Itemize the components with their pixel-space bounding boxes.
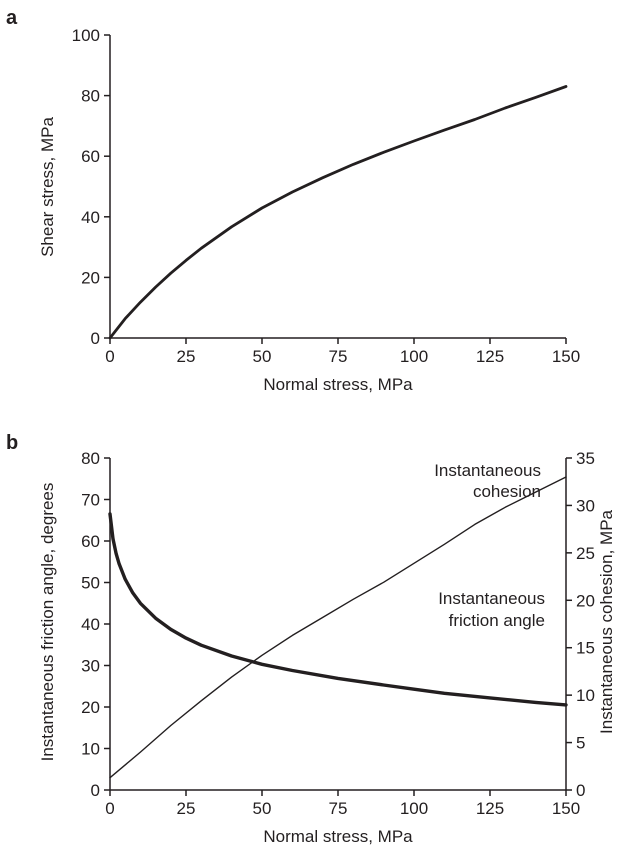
y-right-tick-label-b-7: 35 [576,449,595,468]
annotation-cohesion-line2: cohesion [473,482,541,501]
panel-label-b: b [6,432,18,454]
x-tick-label-b-5: 125 [476,799,504,818]
y-tick-label-b-6: 60 [81,532,100,551]
x-tick-label-b-0: 0 [105,799,114,818]
y-tick-label-b-0: 0 [91,781,100,800]
y-axis-title-a: Shear stress, MPa [38,117,57,257]
y-tick-label-b-1: 10 [81,740,100,759]
y-tick-label-b-3: 30 [81,657,100,676]
y-tick-label-b-5: 50 [81,574,100,593]
x-tick-label-b-3: 75 [329,799,348,818]
y-right-tick-label-b-4: 20 [576,591,595,610]
y-tick-label-a-1: 20 [81,268,100,287]
y-tick-label-a-2: 40 [81,208,100,227]
x-tick-label-a-1: 25 [177,347,196,366]
chart-b: 0 25 50 75 100 125 150010203040506070800510152… [38,449,616,846]
panel-label-a: a [6,7,18,29]
x-tick-label-a-2: 50 [253,347,272,366]
y-right-tick-label-b-2: 10 [576,686,595,705]
y-tick-label-a-4: 80 [81,87,100,106]
series-line-b-1 [109,476,567,779]
y-right-tick-label-b-6: 30 [576,496,595,515]
y-tick-label-b-8: 80 [81,449,100,468]
y-right-tick-label-b-3: 15 [576,639,595,658]
series-line-b-0 [108,512,568,707]
y-tick-label-a-5: 100 [72,26,100,45]
y-tick-label-b-2: 20 [81,698,100,717]
series-line-a-0 [108,85,568,340]
x-tick-label-a-3: 75 [329,347,348,366]
x-tick-label-a-6: 150 [552,347,580,366]
x-tick-label-b-6: 150 [552,799,580,818]
chart-a: 0 25 50 75 100 125 150 0 20 40 60 80 100 Normal stre… [38,26,580,394]
y-tick-label-a-0: 0 [91,329,100,348]
x-tick-label-b-1: 25 [177,799,196,818]
x-tick-label-a-5: 125 [476,347,504,366]
y-axis-title-left-b: Instantaneous friction angle, degrees [38,483,57,762]
y-tick-label-b-7: 70 [81,491,100,510]
annotation-friction-line2: friction angle [449,611,545,630]
x-axis-title-a: Normal stress, MPa [263,375,413,394]
x-tick-label-b-2: 50 [253,799,272,818]
annotation-friction-line1: Instantaneous [438,589,545,608]
x-tick-label-b-4: 100 [400,799,428,818]
y-right-tick-label-b-0: 0 [576,781,585,800]
x-tick-label-a-0: 0 [105,347,114,366]
y-right-tick-label-b-5: 25 [576,544,595,563]
annotation-cohesion-line1: Instantaneous [434,461,541,480]
x-axis-title-b: Normal stress, MPa [263,827,413,846]
y-tick-label-b-4: 40 [81,615,100,634]
y-axis-title-right-b: Instantaneous cohesion, MPa [597,509,616,734]
y-tick-label-a-3: 60 [81,147,100,166]
y-right-tick-label-b-1: 5 [576,734,585,753]
x-tick-label-a-4: 100 [400,347,428,366]
